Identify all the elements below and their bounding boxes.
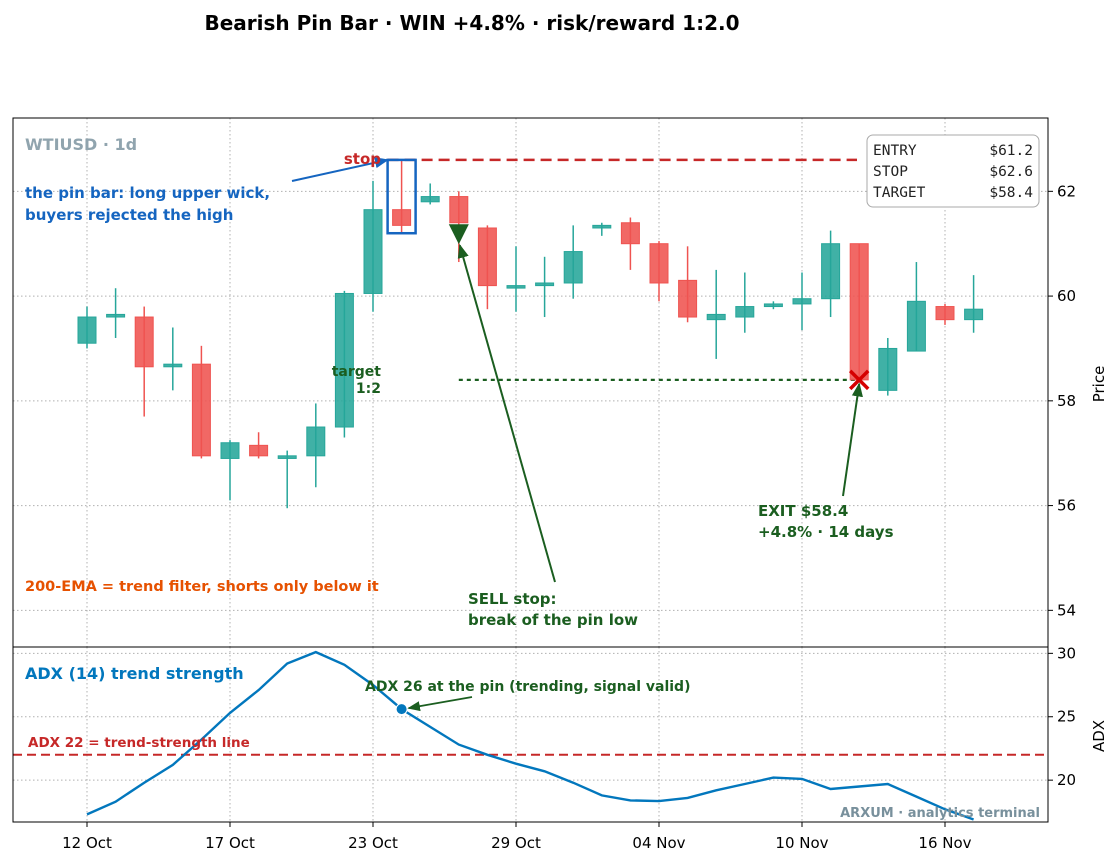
- exit-arrow: [842, 382, 863, 497]
- y-tick-label: 60: [1057, 287, 1076, 305]
- candle-bullish: [563, 251, 583, 284]
- candle-bullish: [964, 308, 984, 321]
- candle-bearish: [449, 196, 469, 224]
- x-tick-label: 16 Nov: [918, 834, 971, 852]
- y-tick-label: 62: [1057, 182, 1076, 200]
- stop-value: $62.6: [989, 164, 1033, 180]
- candle-bullish: [163, 363, 183, 368]
- sell-stop-note-line1: SELL stop:: [468, 590, 557, 608]
- x-tick-label: 29 Oct: [491, 834, 541, 852]
- candle-bullish: [878, 347, 898, 391]
- target-label-line2: 1:2: [356, 381, 381, 397]
- candle-bearish: [849, 243, 869, 381]
- candle-bearish: [678, 279, 698, 318]
- y-tick-label: 54: [1057, 601, 1076, 619]
- candle-bearish: [477, 227, 497, 287]
- adx-tick-label: 25: [1057, 708, 1076, 726]
- sell-stop-arrow: [457, 243, 556, 583]
- stop-label: stop: [344, 150, 381, 168]
- ema-filter-note: 200-EMA = trend filter, shorts only belo…: [25, 579, 379, 595]
- candle-bullish: [592, 224, 612, 229]
- adx-y-axis-label: ADX: [1090, 720, 1108, 752]
- symbol-label: WTIUSD · 1d: [25, 135, 137, 154]
- price-levels: [387, 158, 860, 381]
- candle-bearish: [935, 306, 955, 321]
- candle-bullish: [792, 298, 812, 305]
- adx-tick-label: 30: [1057, 644, 1076, 662]
- candle-bullish: [220, 442, 240, 459]
- adx-title: ADX (14) trend strength: [25, 664, 244, 683]
- exit-note-line1: EXIT $58.4: [758, 502, 848, 520]
- candle-bearish: [134, 316, 154, 368]
- price-y-axis: 54 56 58 60 62: [1048, 182, 1076, 619]
- price-overlays: [291, 157, 870, 583]
- pin-bar-arrow: [291, 157, 389, 182]
- price-y-axis-label: Price: [1090, 366, 1108, 403]
- candle-bearish: [191, 363, 211, 457]
- candle-bullish: [763, 303, 783, 308]
- x-tick-label: 23 Oct: [348, 834, 398, 852]
- target-label-line1: target: [332, 364, 382, 380]
- adx-pin-arrow: [407, 696, 473, 712]
- candle-bullish: [106, 313, 126, 318]
- x-tick-label: 10 Nov: [775, 834, 828, 852]
- adx-pin-note: ADX 26 at the pin (trending, signal vali…: [365, 679, 690, 695]
- adx-series: [13, 650, 1048, 821]
- trade-levels-box: ENTRY $61.2 STOP $62.6 TARGET $58.4: [866, 134, 1040, 208]
- candle-bullish: [334, 292, 354, 428]
- candle-bullish: [420, 196, 440, 203]
- adx-panel-frame: [12, 646, 1049, 823]
- stop-level-label: STOP: [873, 164, 908, 180]
- candle-bearish: [392, 209, 412, 226]
- entry-label: ENTRY: [873, 143, 917, 159]
- pin-bar-note-line1: the pin bar: long upper wick,: [25, 184, 270, 202]
- pin-bar-highlight: [386, 158, 417, 235]
- entry-value: $61.2: [989, 143, 1033, 159]
- chart-title: Bearish Pin Bar · WIN +4.8% · risk/rewar…: [204, 11, 739, 35]
- candle-bullish: [906, 300, 926, 352]
- adx-line: [86, 650, 975, 821]
- adx-threshold-label: ADX 22 = trend-strength line: [28, 735, 250, 751]
- candle-bearish: [249, 444, 269, 457]
- adx-pin-marker: [395, 703, 408, 716]
- sell-entry-marker: [448, 224, 469, 245]
- candle-bearish: [620, 222, 640, 245]
- x-tick-label: 17 Oct: [205, 834, 255, 852]
- candle-bullish: [821, 243, 841, 300]
- exit-note-line2: +4.8% · 14 days: [758, 523, 894, 541]
- candle-bullish: [706, 313, 726, 321]
- candle-bullish: [363, 209, 383, 294]
- sell-stop-note-line2: break of the pin low: [468, 611, 638, 629]
- target-value: $58.4: [989, 185, 1033, 201]
- candle-bullish: [277, 455, 297, 459]
- candlesticks: [77, 159, 984, 509]
- adx-y-axis: 20 25 30: [1048, 644, 1076, 789]
- adx-grid: [13, 647, 1048, 822]
- x-tick-label: 12 Oct: [62, 834, 112, 852]
- candle-bullish: [77, 316, 97, 344]
- candle-bearish: [649, 243, 669, 284]
- candle-bullish: [306, 426, 326, 457]
- candle-bullish: [506, 285, 526, 289]
- x-tick-label: 04 Nov: [632, 834, 685, 852]
- y-tick-label: 56: [1057, 497, 1076, 515]
- x-axis: 12 Oct 17 Oct 23 Oct 29 Oct 04 Nov 10 Nov 16 N…: [62, 822, 972, 852]
- pin-bar-note-line2: buyers rejected the high: [25, 206, 233, 224]
- watermark: ARXUM · analytics terminal: [840, 806, 1040, 821]
- candle-bullish: [735, 306, 755, 318]
- adx-tick-label: 20: [1057, 771, 1076, 789]
- candle-bullish: [535, 282, 555, 287]
- y-tick-label: 58: [1057, 392, 1076, 410]
- target-level-label: TARGET: [873, 185, 926, 201]
